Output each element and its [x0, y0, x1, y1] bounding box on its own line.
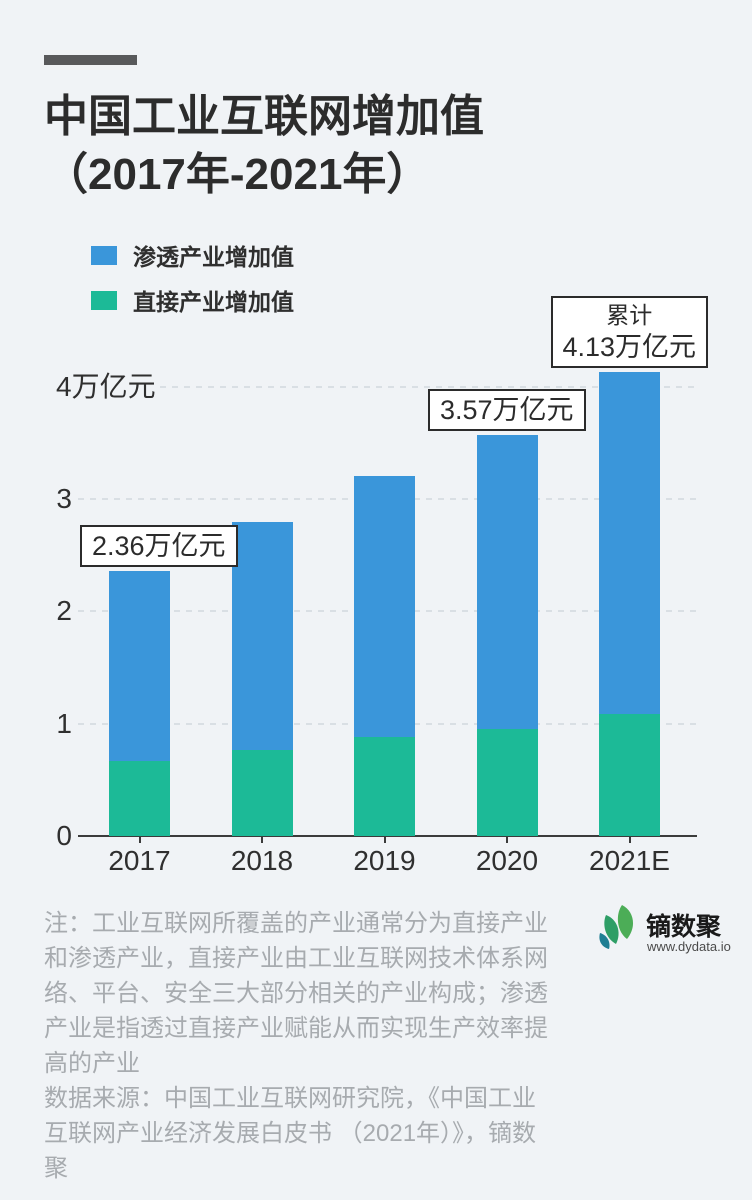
data-label-text: 累计: [606, 302, 653, 329]
data-label-text: 2.36万亿元: [92, 530, 226, 561]
page-title-line2: （2017年-2021年）: [44, 150, 431, 199]
footnote-text: 注：工业互联网所覆盖的产业通常分为直接产业 和渗透产业，直接产业由工业互联网技术…: [44, 910, 548, 1182]
brand-name: 镝数聚: [646, 913, 722, 941]
data-label-box-2020: 3.57万亿元: [428, 389, 586, 432]
bar-2021E-direct-segment: [599, 713, 660, 836]
x-axis-label-2018: 2018: [230, 845, 294, 876]
legend-item-penetration: 渗透产业增加值: [91, 242, 294, 270]
gridline-4: [160, 385, 697, 388]
y-axis-label-0: 0: [56, 820, 72, 851]
x-axis-label-2019: 2019: [353, 845, 416, 876]
x-axis-label-2017: 2017: [108, 845, 171, 876]
x-axis-tick-2019: [383, 837, 386, 843]
x-axis-tick-2020: [506, 837, 508, 843]
y-axis-label-3: 3: [56, 483, 72, 515]
legend-label-penetration: 渗透产业增加值: [133, 244, 294, 270]
bar-2019-penetration-segment: [354, 475, 415, 738]
dydata-leaf-logo-icon: [599, 905, 634, 949]
data-label-text: 3.57万亿元: [440, 395, 574, 426]
bar-2018-direct-segment: [231, 749, 293, 836]
bar-2018-penetration-segment: [231, 521, 293, 750]
y-axis-label-1: 1: [56, 707, 72, 739]
x-axis-label-2021E: 2021E: [589, 845, 670, 876]
legend-item-direct: 直接产业增加值: [91, 287, 294, 315]
data-label-box-2017: 2.36万亿元: [80, 524, 238, 567]
title-accent-bar: [44, 55, 137, 65]
bar-2020-penetration-segment: [476, 435, 538, 730]
x-axis-tick-2018: [261, 837, 263, 843]
bar-2017-direct-segment: [109, 760, 170, 836]
legend-swatch-direct: [91, 290, 117, 310]
brand-block: 镝数聚 www.dydata.io: [592, 902, 742, 957]
bar-2020-direct-segment: [476, 729, 538, 836]
bar-2019-direct-segment: [354, 737, 415, 836]
legend-label-direct: 直接产业增加值: [133, 289, 294, 315]
y-axis-label-4: 4万亿元: [56, 370, 156, 402]
legend-swatch-penetration: [91, 245, 117, 265]
y-axis-label-2: 2: [56, 595, 72, 627]
x-axis-line: [78, 835, 697, 837]
x-axis-tick-2017: [138, 837, 141, 843]
bar-2021E-penetration-segment: [599, 372, 660, 714]
brand-url: www.dydata.io: [647, 939, 731, 954]
page-title: 中国工业互联网增加值 （2017年-2021年）: [44, 88, 484, 204]
x-axis-tick-2021E: [628, 837, 631, 843]
data-label-text: 4.13万亿元: [562, 332, 697, 363]
bar-2017-penetration-segment: [109, 570, 170, 761]
page-title-line1: 中国工业互联网增加值: [44, 92, 484, 141]
data-label-box-2021E: 累计 4.13万亿元: [550, 296, 709, 369]
x-axis-label-2020: 2020: [475, 845, 539, 876]
